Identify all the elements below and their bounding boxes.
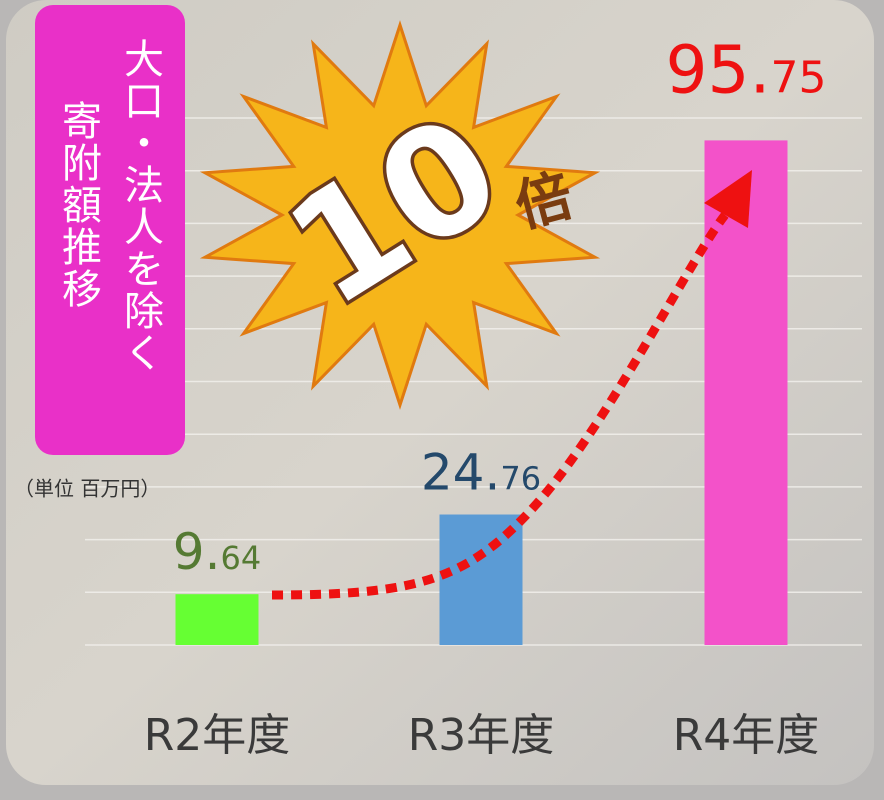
x-tick-label: R4年度 bbox=[673, 710, 820, 761]
value-label: 9.64 bbox=[173, 523, 261, 581]
panel bbox=[6, 0, 874, 785]
x-tick-label: R2年度 bbox=[144, 710, 291, 761]
x-tick-label: R3年度 bbox=[408, 710, 555, 761]
value-label: 95.75 bbox=[666, 31, 827, 108]
trend-arrow bbox=[271, 212, 729, 600]
chart-subtitle: 寄附額推移 bbox=[55, 100, 101, 310]
chart-title: 大口・法人を除く bbox=[117, 38, 163, 374]
bar bbox=[175, 594, 259, 645]
arrow-head bbox=[704, 170, 752, 228]
unit-label: （単位 百万円） bbox=[14, 477, 160, 501]
value-label: 24.76 bbox=[421, 444, 541, 502]
starburst bbox=[199, 20, 601, 410]
title-box bbox=[35, 5, 185, 455]
